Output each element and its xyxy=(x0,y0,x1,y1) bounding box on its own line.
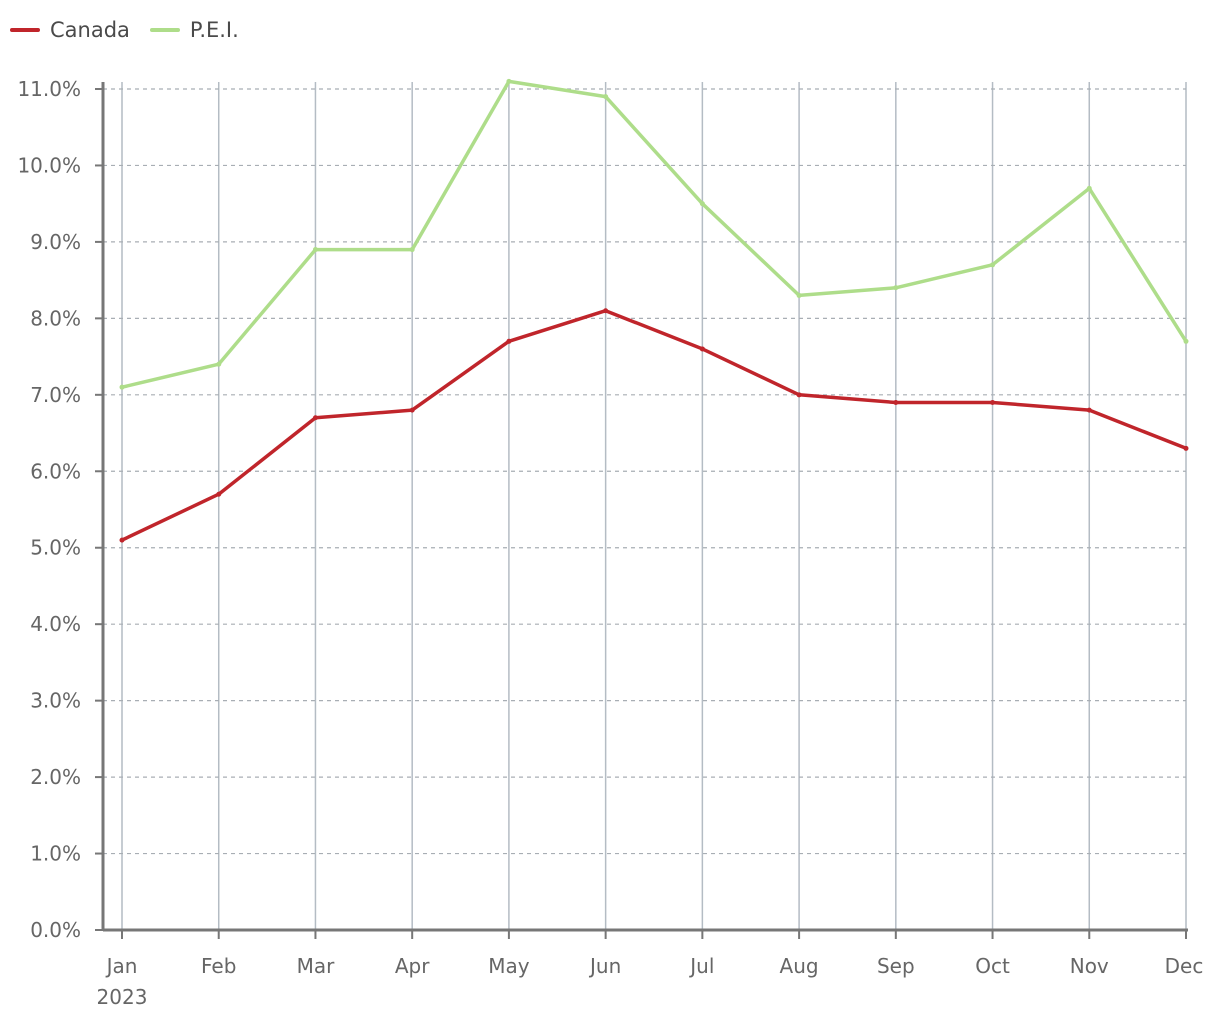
data-point-canada[interactable] xyxy=(409,407,415,413)
x-tick-label: Feb xyxy=(201,954,236,978)
x-tick-label: May xyxy=(488,954,530,978)
x-tick-label: Jul xyxy=(688,954,714,978)
data-point-pei[interactable] xyxy=(699,201,705,207)
y-tick-label: 4.0% xyxy=(30,612,81,636)
data-point-pei[interactable] xyxy=(1183,338,1189,344)
data-point-pei[interactable] xyxy=(312,247,318,253)
y-tick-label: 7.0% xyxy=(30,383,81,407)
y-tick-label: 1.0% xyxy=(30,842,81,866)
y-tick-label: 0.0% xyxy=(30,918,81,942)
data-point-pei[interactable] xyxy=(603,94,609,100)
x-tick-label: Aug xyxy=(780,954,819,978)
data-point-canada[interactable] xyxy=(796,392,802,398)
data-point-canada[interactable] xyxy=(506,338,512,344)
data-point-pei[interactable] xyxy=(1086,185,1092,191)
data-point-canada[interactable] xyxy=(216,491,222,497)
tick-labels: 0.0% 1.0% 2.0% 3.0% 4.0% 5.0% 6.0% 7.0% 8.0% 9.0%… xyxy=(17,77,1203,1009)
y-tick-label: 3.0% xyxy=(30,689,81,713)
y-tick-label: 2.0% xyxy=(30,765,81,789)
data-point-canada[interactable] xyxy=(990,399,996,405)
x-tick-label: Mar xyxy=(297,954,336,978)
grid xyxy=(103,82,1187,930)
data-point-pei[interactable] xyxy=(216,361,222,367)
data-point-pei[interactable] xyxy=(119,384,125,390)
legend-swatch-canada xyxy=(10,28,40,32)
data-point-pei[interactable] xyxy=(796,292,802,298)
y-tick-label: 10.0% xyxy=(17,153,81,177)
y-tick-label: 5.0% xyxy=(30,536,81,560)
data-point-canada[interactable] xyxy=(1183,445,1189,451)
x-tick-label: Apr xyxy=(395,954,430,978)
legend-item-pei[interactable]: P.E.I. xyxy=(149,18,239,42)
x-tick-label: Dec xyxy=(1165,954,1204,978)
x-tick-label: Nov xyxy=(1070,954,1109,978)
data-point-pei[interactable] xyxy=(506,78,512,84)
data-point-canada[interactable] xyxy=(119,537,125,543)
x-year-label: 2023 xyxy=(97,985,148,1009)
series xyxy=(119,78,1189,543)
data-point-canada[interactable] xyxy=(312,415,318,421)
x-tick-label: Sep xyxy=(877,954,915,978)
legend-swatch-pei xyxy=(149,28,180,32)
data-point-pei[interactable] xyxy=(409,247,415,253)
chart-legend: Canada P.E.I. xyxy=(10,18,259,42)
legend-label-canada: Canada xyxy=(50,18,130,42)
y-tick-label: 8.0% xyxy=(30,306,81,330)
axes xyxy=(95,82,1188,939)
y-tick-label: 6.0% xyxy=(30,459,81,483)
x-tick-label: Jan xyxy=(105,954,138,978)
legend-label-pei: P.E.I. xyxy=(189,18,239,42)
series-line-canada[interactable] xyxy=(120,308,1188,542)
data-point-pei[interactable] xyxy=(990,262,996,268)
data-point-canada[interactable] xyxy=(603,308,609,314)
data-point-canada[interactable] xyxy=(699,346,705,352)
x-tick-label: Oct xyxy=(975,954,1010,978)
legend-item-canada[interactable]: Canada xyxy=(10,18,130,42)
series-line-pei[interactable] xyxy=(120,79,1188,389)
x-tick-label: Jun xyxy=(588,954,621,978)
data-point-pei[interactable] xyxy=(893,285,899,291)
data-point-canada[interactable] xyxy=(1086,407,1092,413)
data-point-canada[interactable] xyxy=(893,399,899,405)
y-tick-label: 9.0% xyxy=(30,230,81,254)
y-tick-label: 11.0% xyxy=(17,77,81,101)
